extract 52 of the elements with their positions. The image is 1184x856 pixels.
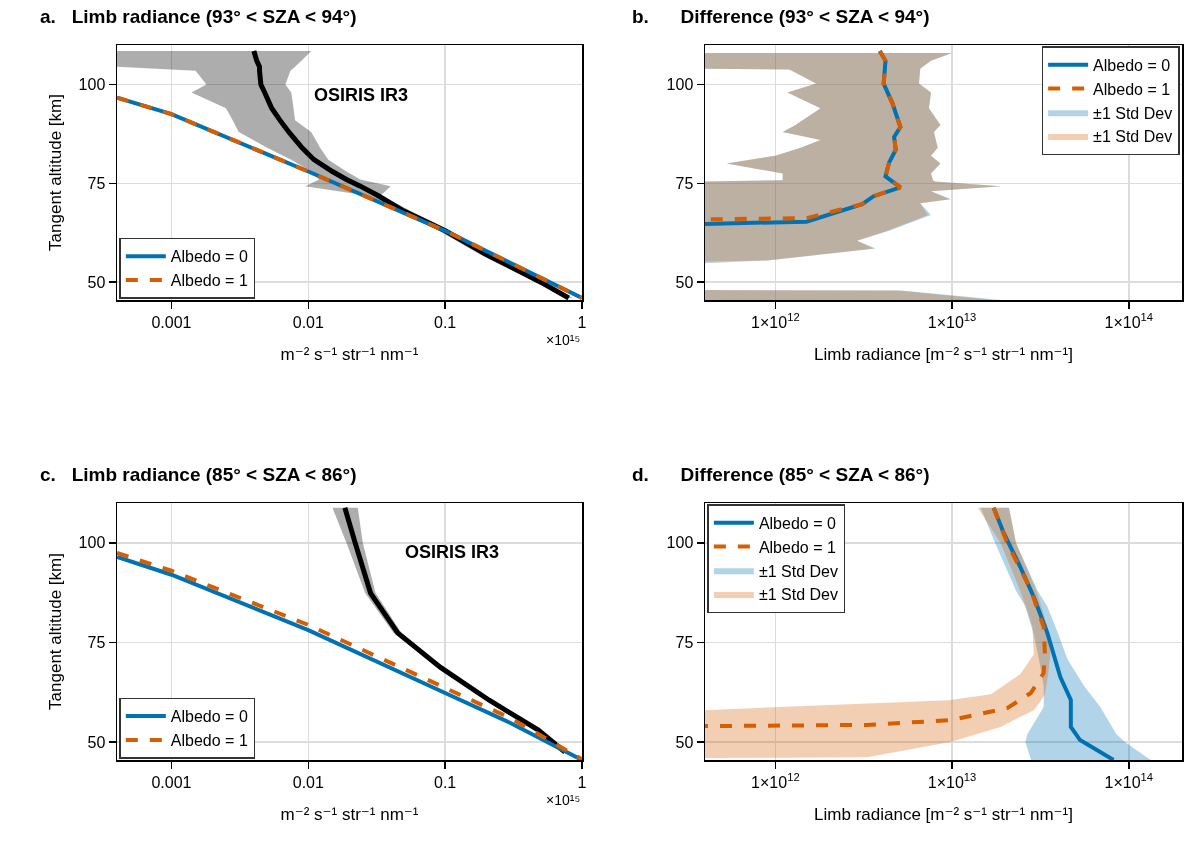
chart-title: a. Limb radiance (93° < SZA < 94°) [40, 5, 357, 27]
legend-label: Albedo = 1 [170, 732, 248, 750]
x-tick-label: 1×10$^{12}$ [751, 770, 800, 791]
legend-label: ±1 Std Dev [758, 586, 838, 604]
x-tick-label: 0.1 [434, 773, 457, 791]
x-tick-label: 1 [577, 313, 587, 331]
legend-label: ±1 Std Dev [1093, 128, 1173, 146]
x-axis-title: Limb radiance [m⁻² s⁻¹ str⁻¹ nm⁻¹] [814, 804, 1073, 824]
legend-label: Albedo = 1 [758, 538, 836, 556]
y-tick-label: 100 [78, 534, 106, 552]
x-tick-label: 1×10$^{13}$ [927, 310, 977, 331]
legend-label: Albedo = 0 [758, 514, 836, 532]
legend-label: Albedo = 0 [170, 248, 248, 266]
chart-title: b. Difference (93° < SZA < 94°) [632, 5, 930, 27]
text: OSIRIS IR3 [405, 542, 500, 562]
y-tick-label: 100 [78, 76, 106, 94]
y-tick-label: 50 [87, 273, 106, 291]
x-tick-label: 0.001 [151, 773, 192, 791]
x-tick-label: 0.01 [292, 313, 324, 331]
x-tick-label: 0.001 [151, 313, 192, 331]
y-tick-label: 75 [675, 634, 694, 652]
y-tick-label: 75 [87, 174, 106, 192]
x-tick-label: 1×10$^{14}$ [1104, 310, 1154, 331]
legend-label: ±1 Std Dev [758, 562, 838, 580]
x-tick-label: 0.1 [434, 313, 457, 331]
y-axis-title: Tangent altitude [km] [46, 553, 66, 710]
x-tick-label: 0.01 [292, 773, 324, 791]
chart-title: c. Limb radiance (85° < SZA < 86°) [40, 463, 357, 485]
y-tick-label: 100 [666, 534, 694, 552]
x-axis-title: Limb radiance [m⁻² s⁻¹ str⁻¹ nm⁻¹] [814, 344, 1073, 364]
y-tick-label: 75 [675, 174, 694, 192]
legend-label: Albedo = 0 [1093, 56, 1171, 74]
x-tick-label: 1×10$^{12}$ [751, 310, 800, 331]
legend-label: Albedo = 0 [170, 708, 248, 726]
y-tick-label: 50 [675, 273, 694, 291]
y-tick-label: 50 [87, 733, 106, 751]
text: ×10¹⁵ [546, 792, 581, 808]
y-tick-label: 75 [87, 634, 106, 652]
x-tick-label: 1×10$^{13}$ [927, 770, 977, 791]
text: OSIRIS IR3 [314, 85, 409, 105]
x-tick-label: 1 [577, 773, 587, 791]
y-tick-label: 100 [666, 76, 694, 94]
x-axis-title: m⁻² s⁻¹ str⁻¹ nm⁻¹ [280, 344, 419, 364]
x-tick-label: 1×10$^{14}$ [1104, 770, 1154, 791]
y-axis-title: Tangent altitude [km] [46, 94, 66, 251]
legend-label: Albedo = 1 [170, 272, 248, 290]
legend-label: Albedo = 1 [1093, 80, 1171, 98]
legend-label: ±1 Std Dev [1093, 104, 1173, 122]
x-axis-title: m⁻² s⁻¹ str⁻¹ nm⁻¹ [280, 804, 419, 824]
y-tick-label: 50 [675, 733, 694, 751]
chart-title: d. Difference (85° < SZA < 86°) [632, 463, 930, 485]
text: ×10¹⁵ [546, 332, 581, 348]
